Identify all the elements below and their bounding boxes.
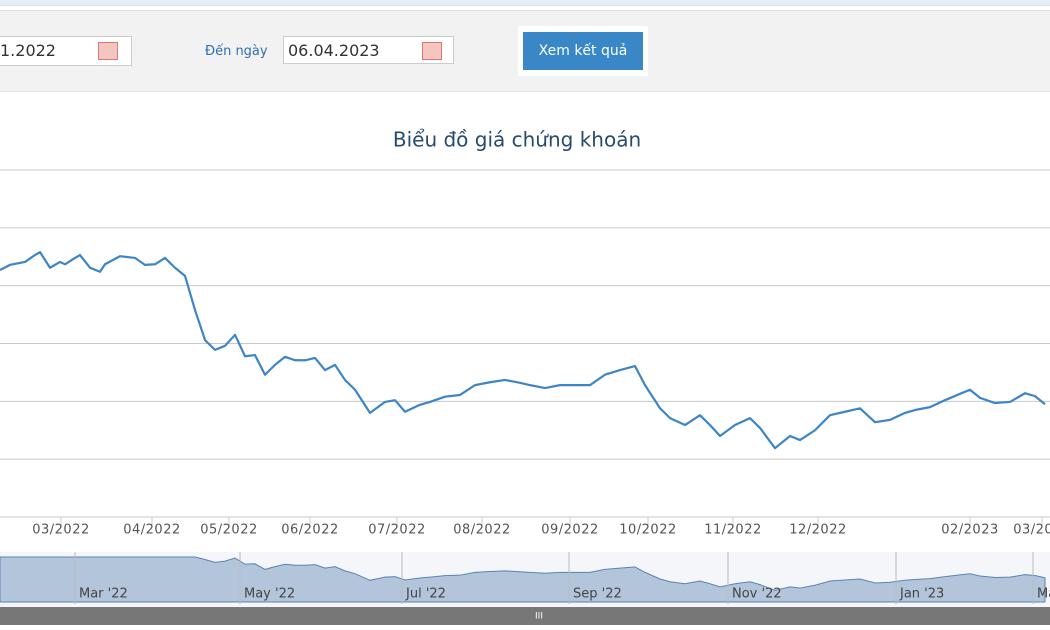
- x-tick-label: 03/2022: [32, 523, 90, 538]
- scrollbar-grip[interactable]: III: [535, 612, 543, 622]
- navigator-label: Sep '22: [573, 587, 622, 602]
- calendar-icon[interactable]: [98, 42, 118, 60]
- from-date-input[interactable]: 1.2022: [0, 36, 132, 66]
- navigator-label: Mar '23: [1037, 587, 1050, 602]
- to-date-input[interactable]: 06.04.2023: [283, 36, 454, 64]
- x-tick-label: 05/2022: [200, 523, 258, 538]
- button-frame: Xem kết quả: [518, 26, 648, 76]
- x-tick-label: 11/2022: [704, 523, 762, 538]
- x-tick-label: 06/2022: [281, 523, 339, 538]
- submit-button[interactable]: Xem kết quả: [523, 32, 643, 70]
- x-tick-label: 04/2022: [123, 523, 181, 538]
- price-line: [0, 251, 1046, 450]
- x-tick-label: 08/2022: [453, 523, 511, 538]
- x-tick-label: 09/2022: [541, 523, 599, 538]
- navigator-label: May '22: [244, 587, 295, 602]
- x-tick-label: 03/2023: [1013, 523, 1050, 538]
- date-form: 1.2022 Đến ngày 06.04.2023 Xem kết quả: [0, 10, 1050, 92]
- scrollbar[interactable]: [0, 607, 1050, 625]
- navigator-area: [0, 556, 1046, 603]
- to-date: 06.04.2023: [288, 41, 380, 60]
- to-label: Đến ngày: [205, 44, 268, 59]
- navigator-label: Mar '22: [79, 587, 128, 602]
- calendar-icon[interactable]: [422, 42, 442, 60]
- navigator-label: Jan '23: [899, 587, 944, 602]
- from-date: 1.2022: [0, 41, 56, 60]
- chart: Biểu đồ giá chứng khoán III 03/2022 04/20…: [0, 128, 1050, 625]
- x-tick-label: 07/2022: [368, 523, 426, 538]
- chart-title: Biểu đồ giá chứng khoán: [393, 128, 641, 152]
- navigator-label: Nov '22: [732, 587, 782, 602]
- x-tick-label: 10/2022: [619, 523, 677, 538]
- top-strip: [0, 0, 1050, 6]
- x-tick-label: 02/2023: [941, 523, 999, 538]
- x-tick-label: 12/2022: [789, 523, 847, 538]
- navigator-label: Jul '22: [405, 587, 446, 602]
